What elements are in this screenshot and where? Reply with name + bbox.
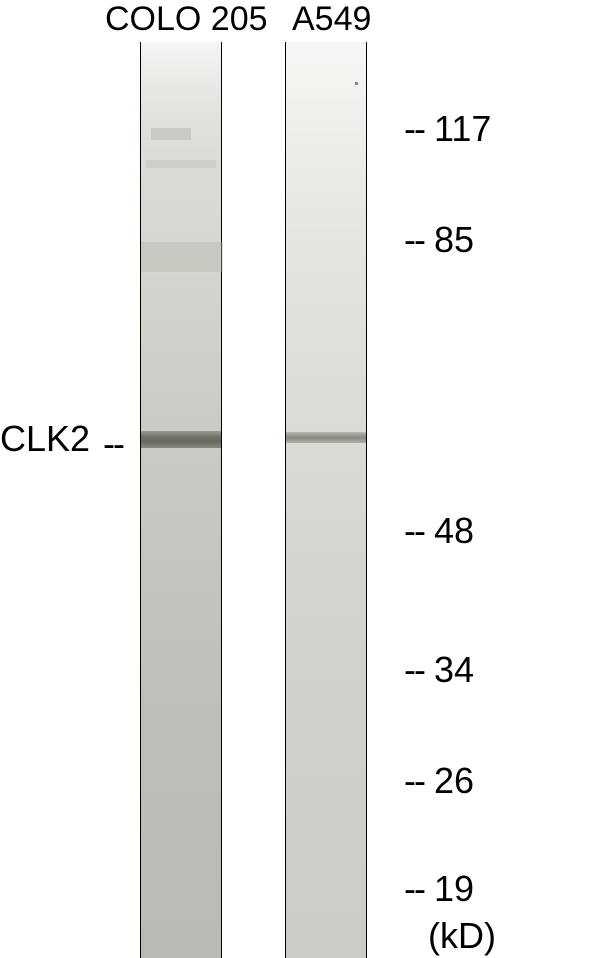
unit-label: (kD) xyxy=(428,915,496,957)
lane1-artifact-2 xyxy=(146,160,216,168)
marker-34: -- 34 xyxy=(404,649,474,691)
marker-tick: -- xyxy=(404,108,424,149)
lane1 xyxy=(140,42,222,958)
lane1-artifact xyxy=(151,128,191,140)
marker-value: 85 xyxy=(434,219,474,260)
lane1-label: COLO 205 xyxy=(105,0,268,39)
protein-tick: -- xyxy=(103,423,123,465)
lane1-artifact-3 xyxy=(141,242,223,272)
lane1-band-clk2 xyxy=(141,431,221,448)
marker-value: 34 xyxy=(434,649,474,690)
marker-tick: -- xyxy=(404,760,424,801)
lane2-band-clk2 xyxy=(286,432,366,443)
marker-26: -- 26 xyxy=(404,760,474,802)
marker-117: -- 117 xyxy=(404,108,491,150)
marker-tick: -- xyxy=(404,510,424,551)
marker-value: 48 xyxy=(434,510,474,551)
marker-tick: -- xyxy=(404,868,424,909)
marker-value: 117 xyxy=(434,108,491,149)
marker-value: 19 xyxy=(434,868,474,909)
marker-tick: -- xyxy=(404,649,424,690)
protein-name-label: CLK2 xyxy=(0,418,90,460)
lane2-spot xyxy=(355,82,358,85)
marker-tick: -- xyxy=(404,219,424,260)
marker-value: 26 xyxy=(434,760,474,801)
marker-85: -- 85 xyxy=(404,219,474,261)
marker-48: -- 48 xyxy=(404,510,474,552)
marker-19: -- 19 xyxy=(404,868,474,910)
lane2-label: A549 xyxy=(292,0,371,39)
blot-container: COLO 205 A549 CLK2 -- -- 117 -- 85 -- 48… xyxy=(0,0,590,958)
lane2 xyxy=(285,42,367,958)
